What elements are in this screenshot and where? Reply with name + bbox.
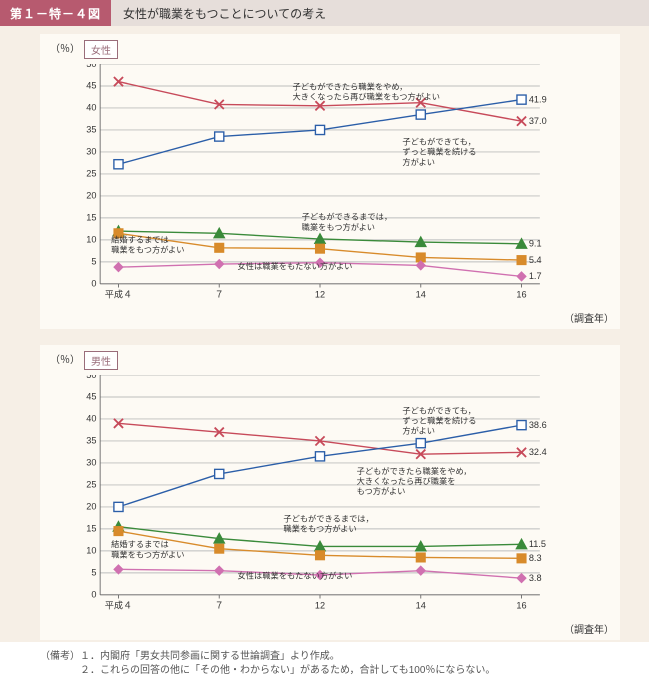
svg-text:0: 0 (91, 279, 96, 289)
svg-text:子どもができても，ずっと職業を続ける方がよい: 子どもができても，ずっと職業を続ける方がよい (402, 137, 476, 167)
svg-text:30: 30 (86, 458, 96, 468)
x-axis-unit: （調査年） (564, 310, 614, 325)
svg-text:結婚するまでは職業をもつ方がよい: 結婚するまでは職業をもつ方がよい (111, 235, 184, 255)
svg-text:5: 5 (91, 568, 96, 578)
figure-header: 第１－特－４図 女性が職業をもつことについての考え (0, 0, 649, 26)
svg-text:30: 30 (86, 147, 96, 157)
svg-text:20: 20 (86, 502, 96, 512)
svg-text:1.7: 1.7 (529, 271, 542, 281)
svg-text:5: 5 (91, 257, 96, 267)
footnote-line: ２．これらの回答の他に「その他・わからない」があるため，合計しても100％になら… (40, 664, 620, 678)
y-axis-label: （％） (50, 351, 80, 366)
svg-text:12: 12 (315, 601, 325, 611)
svg-text:女性は職業をもたない方がよい: 女性は職業をもたない方がよい (238, 261, 353, 271)
svg-text:平成４: 平成４ (105, 600, 132, 611)
svg-text:25: 25 (86, 169, 96, 179)
figure-number-tag: 第１－特－４図 (0, 0, 111, 26)
svg-text:11.5: 11.5 (529, 539, 546, 549)
y-axis-label: （％） (50, 40, 80, 55)
page-root: 第１－特－４図 女性が職業をもつことについての考え （％） 女性 0 5 10 15 2… (0, 0, 649, 700)
panel-badge-male: 男性 (84, 351, 118, 370)
svg-text:35: 35 (86, 125, 96, 135)
svg-text:35: 35 (86, 436, 96, 446)
chart-panel-male: （％） 男性 0 5 10 15 20 25 30 35 40 45 50 平成４ ７ 12 14 16 32.… (40, 345, 620, 640)
svg-text:子どもができたら職業をやめ，大きくなったら再び職業をもつ方が: 子どもができたら職業をやめ，大きくなったら再び職業をもつ方がよい (293, 82, 440, 102)
panel-badge-female: 女性 (84, 40, 118, 59)
svg-text:10: 10 (86, 546, 96, 556)
svg-text:16: 16 (516, 290, 526, 300)
svg-text:16: 16 (516, 601, 526, 611)
svg-text:50: 50 (86, 375, 96, 380)
svg-text:子どもができても，ずっと職業を続ける方がよい: 子どもができても，ずっと職業を続ける方がよい (402, 405, 476, 435)
svg-text:40: 40 (86, 103, 96, 113)
svg-text:0: 0 (91, 590, 96, 600)
chart-female: 0 5 10 15 20 25 30 35 40 45 50 平成４ ７ 12 14 16 37.0 41.9 9.… (80, 64, 560, 304)
svg-text:38.6: 38.6 (529, 420, 547, 430)
svg-text:10: 10 (86, 235, 96, 245)
svg-text:45: 45 (86, 81, 96, 91)
svg-text:3.8: 3.8 (529, 573, 542, 583)
x-axis-unit: （調査年） (564, 621, 614, 636)
svg-text:45: 45 (86, 392, 96, 402)
figure-title: 女性が職業をもつことについての考え (111, 0, 649, 26)
svg-text:9.1: 9.1 (529, 239, 542, 249)
svg-text:5.4: 5.4 (529, 255, 542, 265)
svg-text:15: 15 (86, 213, 96, 223)
chart-panel-female: （％） 女性 0 5 10 15 20 25 30 35 40 45 50 平成４ ７ 12 14 16 37.… (40, 34, 620, 329)
svg-text:子どもができるまでは，職業をもつ方がよい: 子どもができるまでは，職業をもつ方がよい (302, 212, 392, 232)
chart-male: 0 5 10 15 20 25 30 35 40 45 50 平成４ ７ 12 14 16 32.4 38.6 11… (80, 375, 560, 615)
svg-text:７: ７ (215, 601, 224, 611)
svg-text:25: 25 (86, 480, 96, 490)
svg-text:14: 14 (416, 601, 426, 611)
svg-text:14: 14 (416, 290, 426, 300)
footnote-line: （備考）１．内閣府「男女共同参画に関する世論調査」より作成。 (40, 650, 620, 664)
svg-text:40: 40 (86, 414, 96, 424)
svg-text:結婚するまでは職業をもつ方がよい: 結婚するまでは職業をもつ方がよい (111, 539, 184, 559)
svg-text:50: 50 (86, 64, 96, 69)
svg-text:41.9: 41.9 (529, 94, 547, 104)
svg-text:子どもができるまでは，職業をもつ方がよい: 子どもができるまでは，職業をもつ方がよい (283, 514, 373, 534)
svg-text:女性は職業をもたない方がよい: 女性は職業をもたない方がよい (238, 570, 353, 580)
svg-text:37.0: 37.0 (529, 116, 547, 126)
svg-text:７: ７ (215, 290, 224, 300)
svg-text:32.4: 32.4 (529, 447, 547, 457)
svg-text:20: 20 (86, 191, 96, 201)
svg-text:子どもができたら職業をやめ，大きくなったら再び職業をもつ方が: 子どもができたら職業をやめ，大きくなったら再び職業をもつ方がよい (357, 466, 472, 496)
svg-text:12: 12 (315, 290, 325, 300)
svg-text:8.3: 8.3 (529, 553, 542, 563)
svg-text:平成４: 平成４ (105, 289, 132, 300)
figure-footnotes: （備考）１．内閣府「男女共同参画に関する世論調査」より作成。 ２．これらの回答の… (40, 646, 620, 678)
svg-text:15: 15 (86, 524, 96, 534)
